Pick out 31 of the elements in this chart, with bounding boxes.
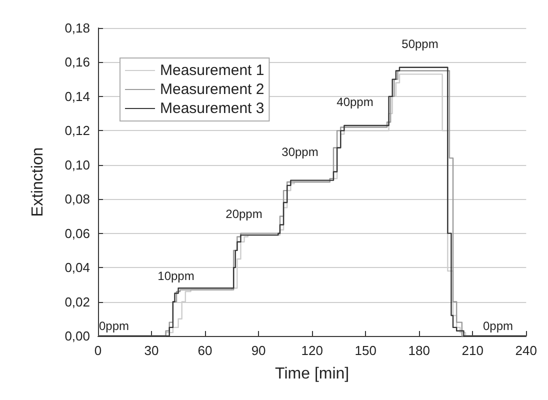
x-tick-label: 180 bbox=[408, 343, 430, 358]
x-tick-label: 0 bbox=[94, 343, 102, 358]
x-tick-label: 240 bbox=[515, 343, 538, 358]
legend-label: Measurement 2 bbox=[160, 81, 264, 98]
x-tick-label: 30 bbox=[144, 343, 159, 358]
y-tick-label: 0,00 bbox=[64, 328, 90, 344]
annotation: 40ppm bbox=[336, 95, 374, 109]
y-tick-label: 0,18 bbox=[64, 20, 90, 36]
legend-label: Measurement 1 bbox=[160, 62, 264, 79]
annotation: 20ppm bbox=[226, 207, 262, 221]
annotation: 0ppm bbox=[98, 319, 130, 333]
x-axis-title: Time [min] bbox=[275, 366, 350, 382]
x-tick-label: 120 bbox=[301, 343, 323, 358]
y-tick-label: 0,06 bbox=[64, 226, 90, 241]
x-tick-label: 210 bbox=[462, 343, 484, 358]
y-tick-label: 0,02 bbox=[64, 294, 90, 310]
y-tick-label: 0,04 bbox=[64, 260, 90, 276]
annotation: 0ppm bbox=[482, 319, 514, 333]
x-tick-label: 150 bbox=[354, 343, 376, 358]
y-tick-label: 0,08 bbox=[64, 192, 90, 207]
y-tick-label: 0,14 bbox=[64, 88, 90, 104]
y-tick-label: 0,16 bbox=[64, 54, 90, 70]
annotation: 10ppm bbox=[158, 269, 194, 283]
x-tick-label: 90 bbox=[251, 343, 266, 358]
annotation: 30ppm bbox=[282, 145, 318, 159]
y-tick-label: 0,10 bbox=[64, 157, 90, 172]
x-tick-label: 60 bbox=[198, 343, 212, 358]
y-tick-label: 0,12 bbox=[64, 123, 90, 138]
y-axis-title: Extinction bbox=[30, 147, 46, 217]
legend-label: Measurement 3 bbox=[160, 100, 264, 117]
annotation: 50ppm bbox=[402, 37, 438, 51]
